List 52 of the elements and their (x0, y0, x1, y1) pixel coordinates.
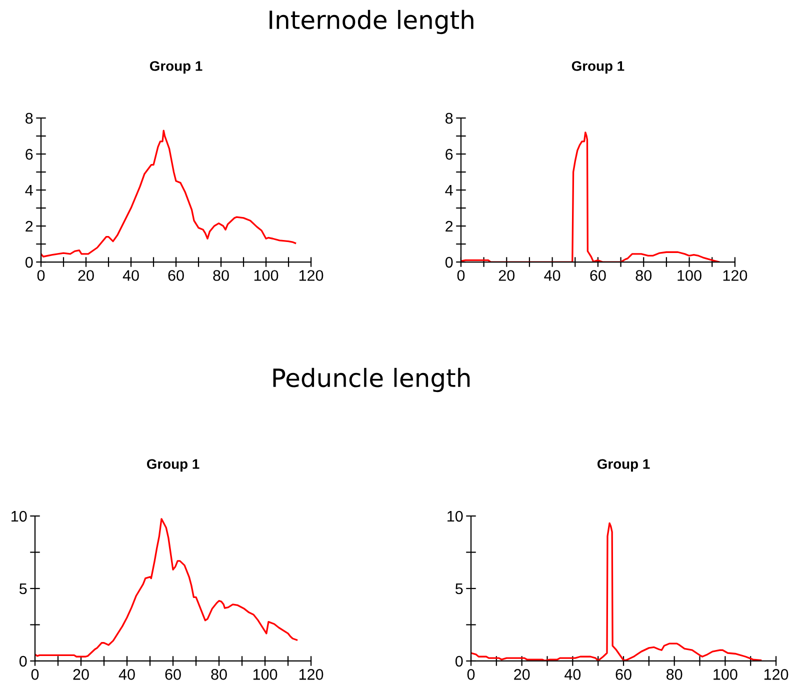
x-tick-label: 100 (678, 270, 702, 281)
y-tick-label: 0 (455, 656, 463, 667)
y-tick-label: 0 (19, 656, 27, 667)
x-tick-label: 40 (564, 669, 581, 680)
x-tick-label: 80 (211, 669, 227, 680)
y-tick-label: 6 (26, 148, 33, 160)
chart-title: Group 1 (597, 459, 650, 472)
chart-subtitle: Group 1 (150, 61, 202, 74)
line-series (460, 132, 720, 262)
x-tick-label: 120 (299, 270, 324, 281)
x-tick-label: 100 (253, 669, 278, 680)
x-tick-label: 120 (723, 270, 748, 281)
y-tick-label: 4 (445, 185, 453, 196)
x-tick-label: 20 (514, 669, 530, 680)
line-series (34, 518, 298, 658)
x-tick-label: 40 (118, 669, 135, 680)
y-tick-label: 6 (446, 148, 453, 160)
x-tick-label: 80 (666, 669, 682, 680)
y-tick-label: 8 (445, 112, 453, 124)
y-tick-label: 10 (448, 510, 463, 522)
y-tick-label: 5 (455, 584, 463, 594)
y-tick-label: 0 (25, 256, 33, 268)
y-tick-label: 8 (26, 112, 33, 124)
x-tick-label: 60 (590, 270, 606, 281)
x-tick-label: 100 (254, 270, 278, 281)
y-tick-label: 10 (12, 510, 27, 522)
x-tick-label: 80 (213, 270, 229, 281)
x-tick-label: 20 (498, 270, 515, 281)
line-series (471, 522, 762, 661)
x-tick-label: 40 (544, 270, 560, 281)
y-tick-label: 4 (25, 185, 33, 196)
x-tick-label: 60 (168, 270, 184, 281)
x-tick-label: 60 (165, 669, 181, 680)
text: Internode length (270, 10, 474, 34)
x-tick-label: 80 (636, 270, 652, 281)
x-tick-label: 20 (73, 669, 89, 680)
x-tick-label: 100 (714, 669, 738, 680)
chart-subtitle: Group 1 (146, 459, 200, 472)
text: Peduncle length (273, 368, 470, 392)
x-tick-label: 0 (467, 669, 475, 680)
chart-title: Group 1 (572, 61, 624, 74)
x-tick-label: 40 (122, 270, 139, 281)
x-tick-label: 120 (764, 669, 788, 680)
x-tick-label: 0 (37, 270, 45, 281)
y-tick-label: 0 (445, 256, 453, 268)
y-tick-label: 2 (446, 220, 453, 232)
x-tick-label: 20 (78, 270, 94, 281)
x-tick-label: 60 (616, 669, 632, 680)
line-series (41, 130, 296, 258)
y-tick-label: 2 (26, 220, 33, 232)
y-tick-label: 5 (19, 584, 27, 594)
x-tick-label: 120 (299, 669, 324, 680)
